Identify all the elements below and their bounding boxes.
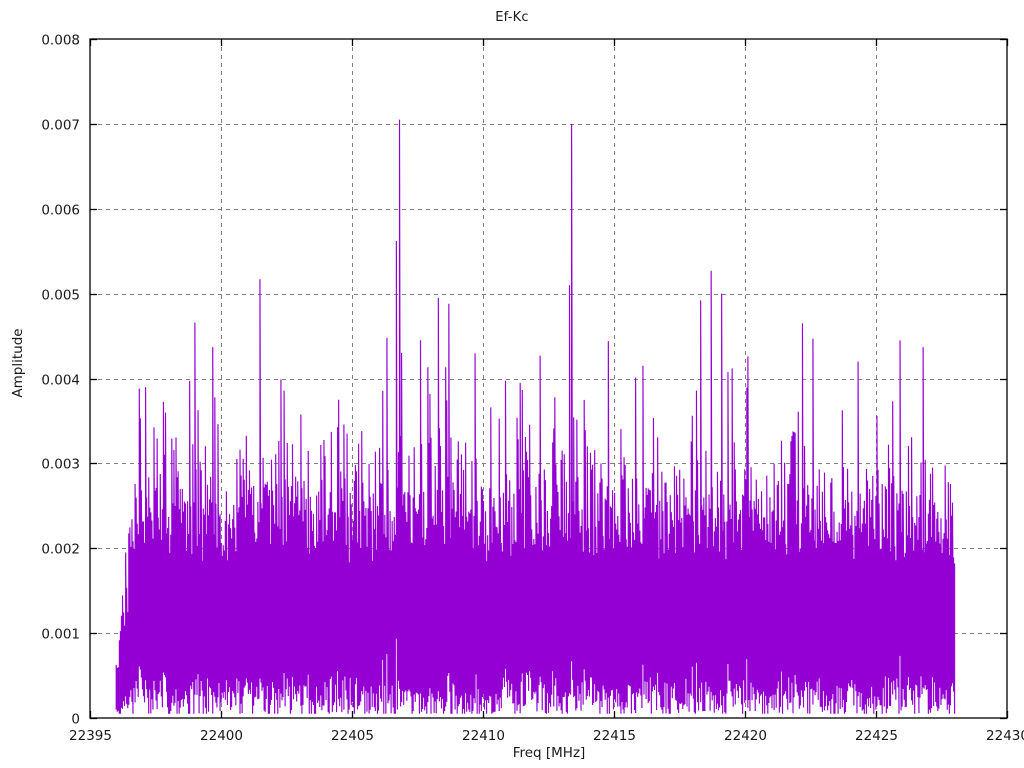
svg-text:22410: 22410 <box>462 728 505 744</box>
svg-text:22400: 22400 <box>200 728 243 744</box>
svg-text:0.001: 0.001 <box>41 627 80 643</box>
chart-title: Ef-Kc <box>495 10 529 25</box>
x-axis-ticks: 22395 22400 22405 22410 22415 22420 22425 22430 <box>69 39 1024 744</box>
svg-text:0.008: 0.008 <box>41 33 80 49</box>
svg-text:0.002: 0.002 <box>41 542 80 558</box>
svg-text:22395: 22395 <box>69 728 112 744</box>
svg-text:22420: 22420 <box>724 728 767 744</box>
plot-frame <box>89 38 1008 719</box>
svg-text:22405: 22405 <box>331 728 374 744</box>
svg-text:0: 0 <box>71 712 80 728</box>
svg-text:0.003: 0.003 <box>41 457 80 473</box>
svg-text:22425: 22425 <box>855 728 898 744</box>
svg-text:22430: 22430 <box>986 728 1024 744</box>
svg-text:0.004: 0.004 <box>41 373 80 389</box>
data-series <box>115 119 956 714</box>
svg-text:0.006: 0.006 <box>41 203 80 219</box>
svg-text:22415: 22415 <box>593 728 636 744</box>
svg-text:0.005: 0.005 <box>41 288 80 304</box>
svg-text:0.007: 0.007 <box>41 118 80 134</box>
x-axis-label: Freq [MHz] <box>512 745 586 761</box>
